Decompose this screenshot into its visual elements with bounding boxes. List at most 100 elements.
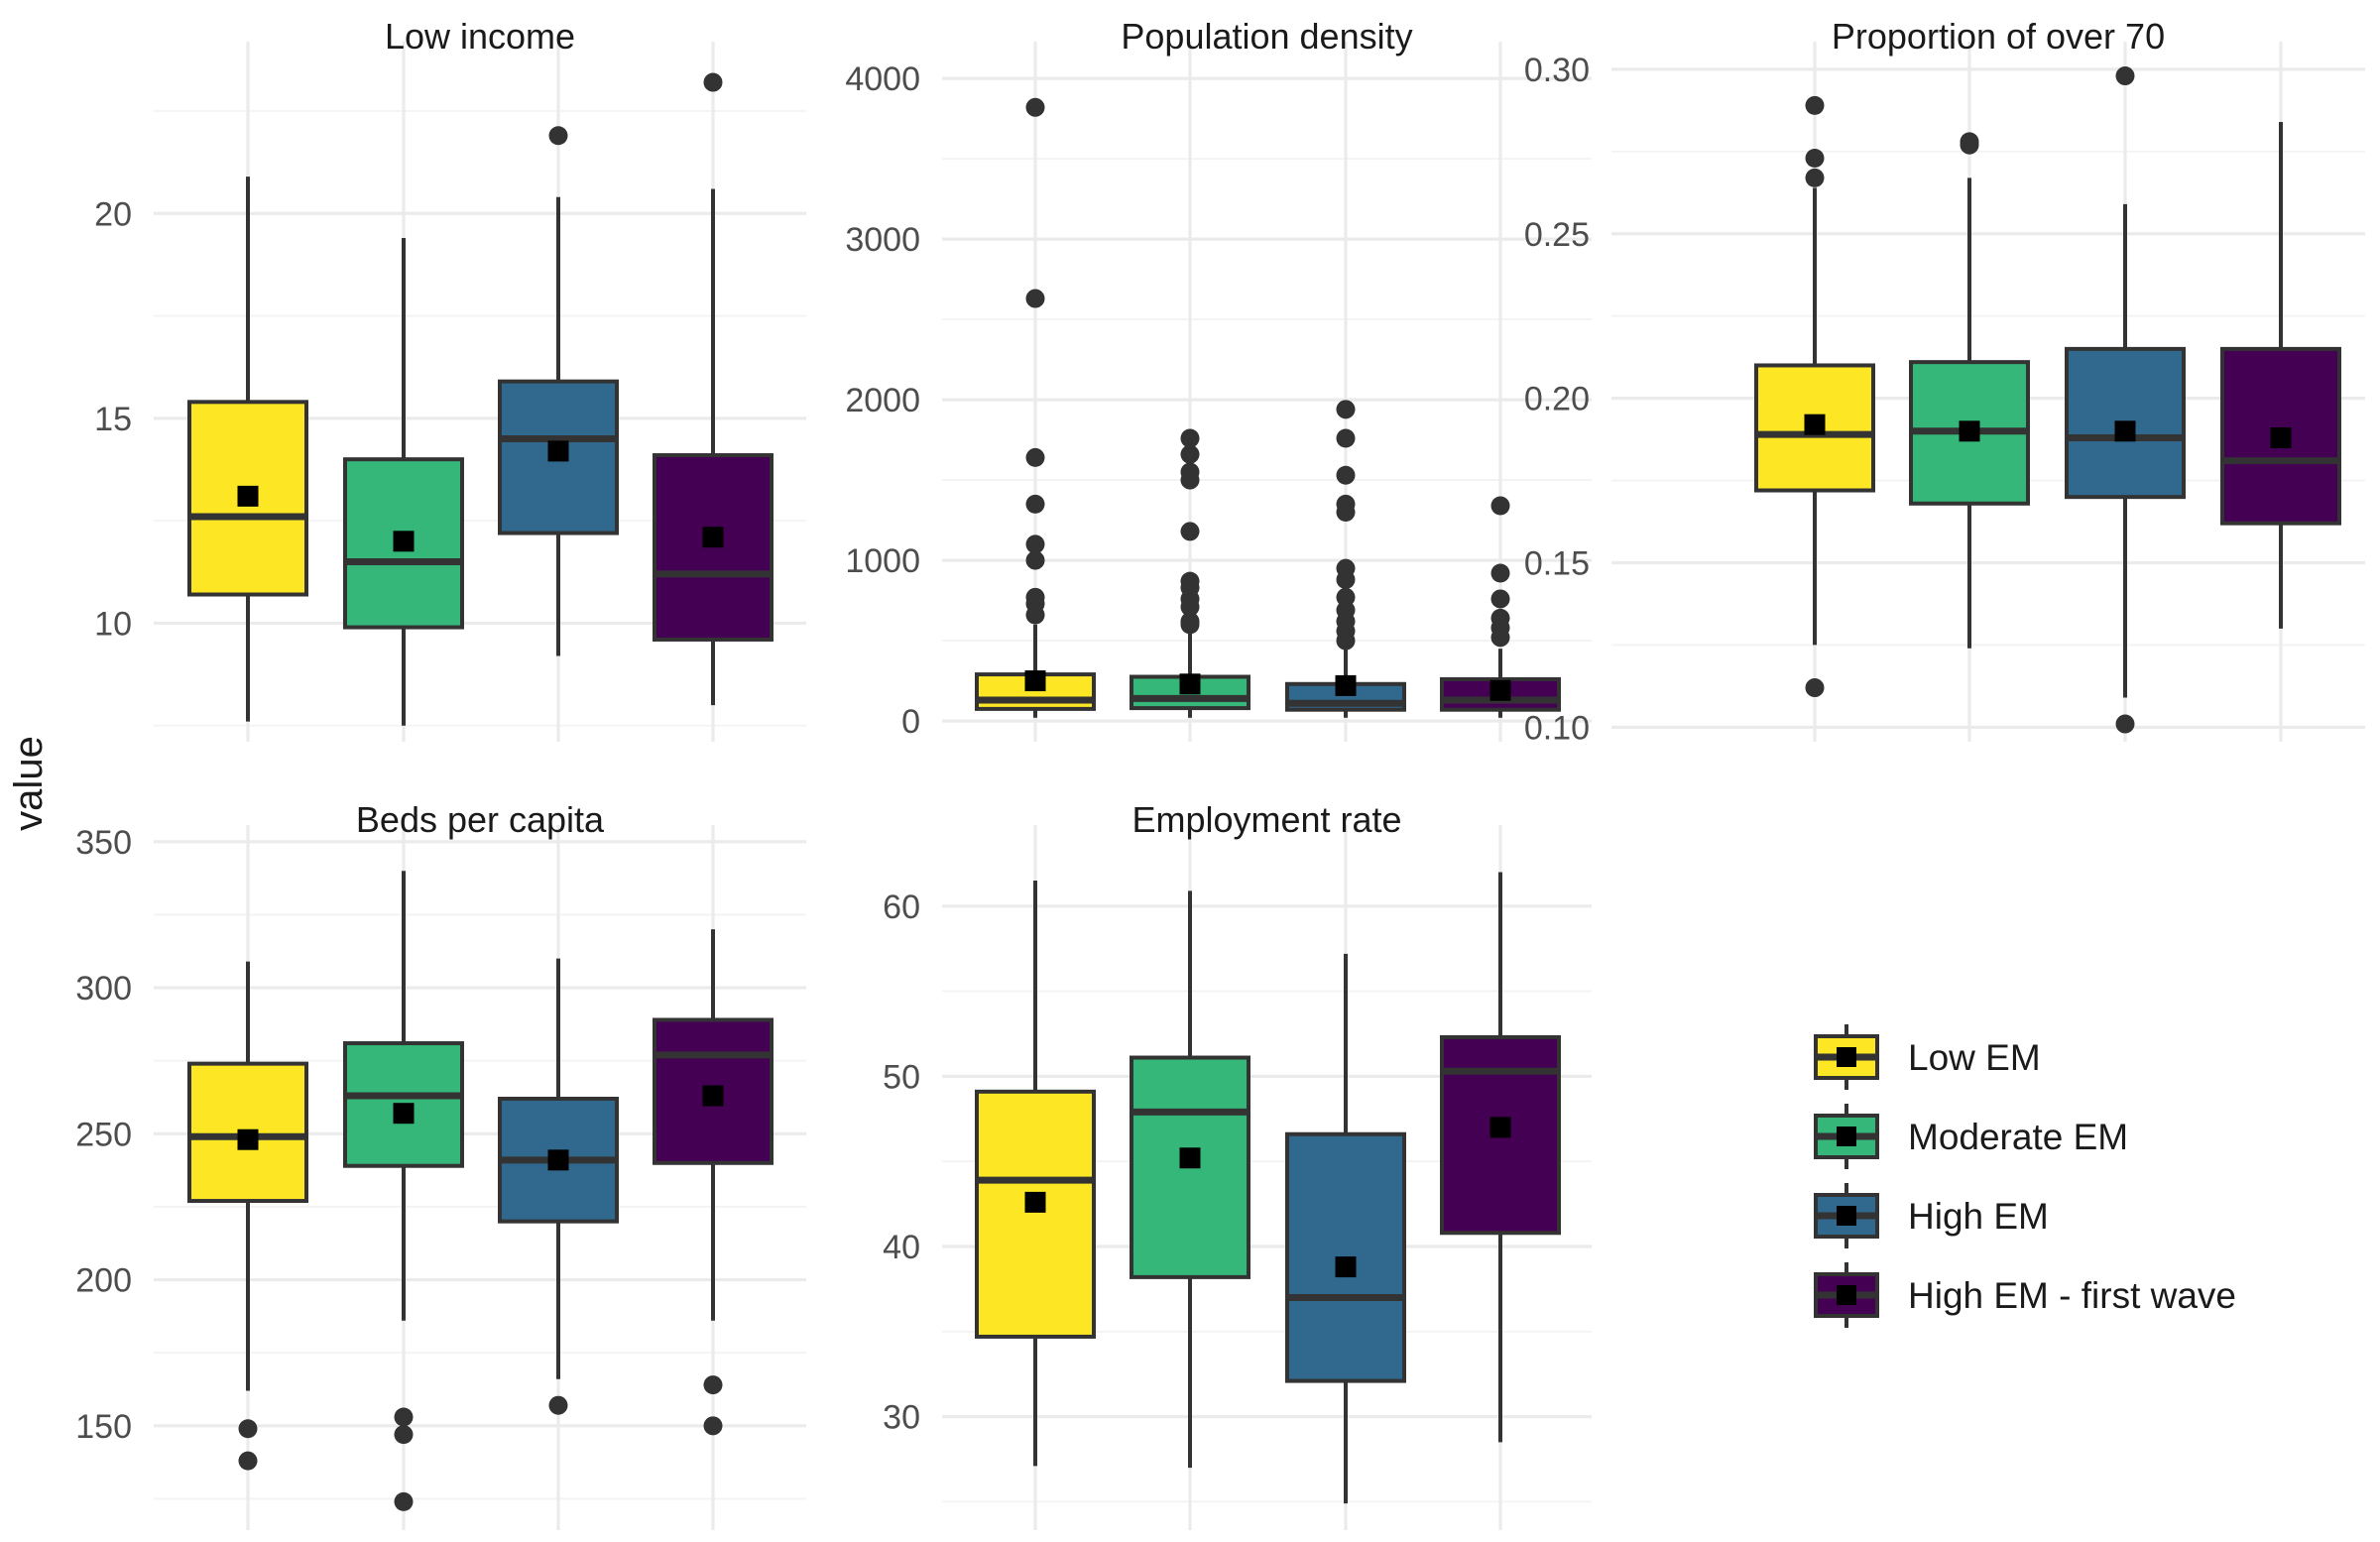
outlier-point-high-em-first-wave bbox=[703, 72, 723, 92]
y-tick-label: 0.10 bbox=[1524, 709, 1590, 747]
outlier-point-moderate-em bbox=[1180, 462, 1200, 482]
mean-marker-high-em-first-wave bbox=[2270, 426, 2292, 448]
mean-marker-high-em-first-wave bbox=[1489, 679, 1511, 701]
outlier-point-low-em bbox=[1805, 168, 1825, 187]
outlier-point-high-em bbox=[2115, 714, 2135, 734]
outlier-point-low-em bbox=[238, 1419, 258, 1439]
mean-marker-high-em bbox=[547, 1149, 569, 1171]
panel-title: Low income bbox=[385, 16, 575, 57]
y-tick-label: 350 bbox=[75, 824, 132, 862]
mean-marker-high-em bbox=[2114, 420, 2136, 442]
y-tick-label: 60 bbox=[883, 889, 920, 926]
outlier-point-high-em bbox=[548, 1395, 568, 1415]
outlier-point-moderate-em bbox=[1180, 571, 1200, 591]
mean-marker-low-em bbox=[1024, 670, 1046, 692]
outlier-point-moderate-em bbox=[1180, 522, 1200, 541]
legend-key-high-em-first-wave bbox=[1814, 1262, 1879, 1328]
panel-proportion-of-over-70: 0.10 0.15 0.20 0.25 0.30 Proportion of over 7… bbox=[1524, 16, 2365, 747]
panel-beds-per-capita: 150 200 250 300 350 Beds per capita bbox=[75, 799, 806, 1530]
mean-marker-moderate-em bbox=[1179, 1147, 1201, 1169]
y-tick-label: 3000 bbox=[845, 221, 920, 259]
outlier-point-low-em bbox=[1025, 494, 1045, 514]
mean-marker-moderate-em bbox=[1179, 673, 1201, 695]
outlier-point-low-em bbox=[1025, 550, 1045, 570]
mean-marker-low-em bbox=[1024, 1191, 1046, 1213]
y-tick-label: 10 bbox=[94, 605, 132, 643]
outlier-point-high-em bbox=[1336, 428, 1356, 448]
box-low-em bbox=[975, 1089, 1096, 1339]
mean-marker-moderate-em bbox=[393, 1103, 415, 1125]
y-tick-label: 30 bbox=[883, 1399, 920, 1437]
outlier-point-low-em bbox=[1025, 534, 1045, 554]
mean-marker-moderate-em bbox=[393, 531, 415, 552]
legend-key-mean bbox=[1837, 1127, 1856, 1146]
panel-title: Proportion of over 70 bbox=[1832, 16, 2165, 57]
outlier-point-moderate-em bbox=[394, 1491, 414, 1511]
legend-key-mean bbox=[1837, 1206, 1856, 1226]
y-tick-label: 4000 bbox=[845, 60, 920, 98]
outlier-point-moderate-em bbox=[394, 1425, 414, 1445]
outlier-point-high-em-first-wave bbox=[1490, 563, 1510, 583]
outlier-point-high-em-first-wave bbox=[703, 1416, 723, 1436]
y-tick-label: 0.15 bbox=[1524, 545, 1590, 583]
outlier-point-moderate-em bbox=[394, 1407, 414, 1427]
panel-title: Beds per capita bbox=[356, 799, 605, 840]
outlier-point-moderate-em bbox=[1180, 444, 1200, 464]
outlier-point-low-em bbox=[238, 1451, 258, 1471]
y-tick-label: 20 bbox=[94, 195, 132, 233]
outlier-point-high-em-first-wave bbox=[1490, 608, 1510, 628]
outlier-point-high-em bbox=[1336, 494, 1356, 514]
y-tick-label: 200 bbox=[75, 1262, 132, 1300]
outlier-point-low-em bbox=[1805, 95, 1825, 115]
outlier-point-high-em-first-wave bbox=[1490, 589, 1510, 609]
legend-key-mean bbox=[1837, 1047, 1856, 1067]
outlier-point-high-em bbox=[2115, 66, 2135, 86]
mean-marker-high-em bbox=[1335, 1256, 1357, 1278]
panel-title: Population density bbox=[1121, 16, 1412, 57]
box-high-em-first-wave bbox=[653, 1017, 774, 1165]
legend-key-high-em bbox=[1814, 1183, 1879, 1248]
outlier-point-high-em bbox=[1336, 400, 1356, 419]
mean-marker-high-em bbox=[547, 440, 569, 462]
outlier-point-low-em bbox=[1025, 289, 1045, 308]
mean-marker-high-em-first-wave bbox=[1489, 1117, 1511, 1138]
outlier-point-moderate-em bbox=[1960, 132, 1979, 152]
mean-marker-high-em-first-wave bbox=[702, 1085, 724, 1107]
outlier-point-high-em-first-wave bbox=[1490, 496, 1510, 516]
y-tick-label: 0 bbox=[901, 703, 920, 741]
legend-label-moderate-em: Moderate EM bbox=[1908, 1117, 2128, 1157]
legend-label-high-em: High EM bbox=[1908, 1196, 2049, 1237]
y-tick-label: 0.30 bbox=[1524, 52, 1590, 89]
outlier-point-moderate-em bbox=[1180, 428, 1200, 448]
panel-low-income: 10 15 20 Low income bbox=[94, 16, 806, 742]
y-tick-label: 1000 bbox=[845, 542, 920, 580]
legend-label-low-em: Low EM bbox=[1908, 1037, 2041, 1078]
y-tick-label: 0.25 bbox=[1524, 216, 1590, 254]
y-tick-label: 300 bbox=[75, 970, 132, 1008]
mean-marker-high-em-first-wave bbox=[702, 527, 724, 548]
outlier-point-low-em bbox=[1025, 447, 1045, 467]
mean-marker-moderate-em bbox=[1959, 420, 1980, 442]
y-tick-label: 250 bbox=[75, 1116, 132, 1153]
legend-key-mean bbox=[1837, 1285, 1856, 1305]
panel-title: Employment rate bbox=[1131, 799, 1401, 840]
outlier-point-moderate-em bbox=[1180, 612, 1200, 632]
y-axis-title: value bbox=[7, 736, 51, 831]
panel-population-density: 0 1000 2000 3000 4000 Population density bbox=[845, 16, 1592, 742]
outlier-point-high-em bbox=[1336, 465, 1356, 485]
outlier-point-high-em bbox=[1336, 558, 1356, 578]
y-tick-label: 40 bbox=[883, 1229, 920, 1266]
legend-key-moderate-em bbox=[1814, 1104, 1879, 1169]
outlier-point-high-em bbox=[1336, 587, 1356, 607]
y-tick-label: 150 bbox=[75, 1408, 132, 1446]
mean-marker-high-em bbox=[1335, 674, 1357, 696]
legend: Low EM Moderate EM High EM High EM - first … bbox=[1814, 1024, 2236, 1328]
mean-marker-low-em bbox=[1804, 414, 1826, 435]
y-tick-label: 2000 bbox=[845, 382, 920, 419]
outlier-point-high-em bbox=[548, 126, 568, 146]
outlier-point-low-em bbox=[1025, 587, 1045, 607]
panel-employment-rate: 30 40 50 60 Employment rate bbox=[883, 799, 1592, 1530]
y-tick-label: 50 bbox=[883, 1058, 920, 1096]
